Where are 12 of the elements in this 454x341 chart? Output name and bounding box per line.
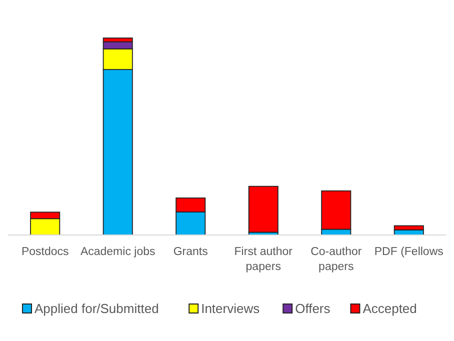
x-tick-label: Co-author papers [310, 246, 362, 273]
bar [248, 186, 278, 233]
x-tick-label: PDF (Fellows [374, 246, 444, 258]
x-tick-label: Academic jobs [80, 246, 156, 258]
x-tick-label: First author papers [234, 246, 293, 273]
legend-label: Offers [295, 301, 331, 316]
legend-label: Applied for/Submitted [34, 301, 159, 316]
x-tick-label: Postdocs [21, 246, 69, 258]
x-tick-label: Grants [173, 246, 208, 258]
legend-label: Accepted [362, 301, 417, 316]
legend-label: Interviews [201, 301, 260, 316]
bar [394, 225, 424, 230]
